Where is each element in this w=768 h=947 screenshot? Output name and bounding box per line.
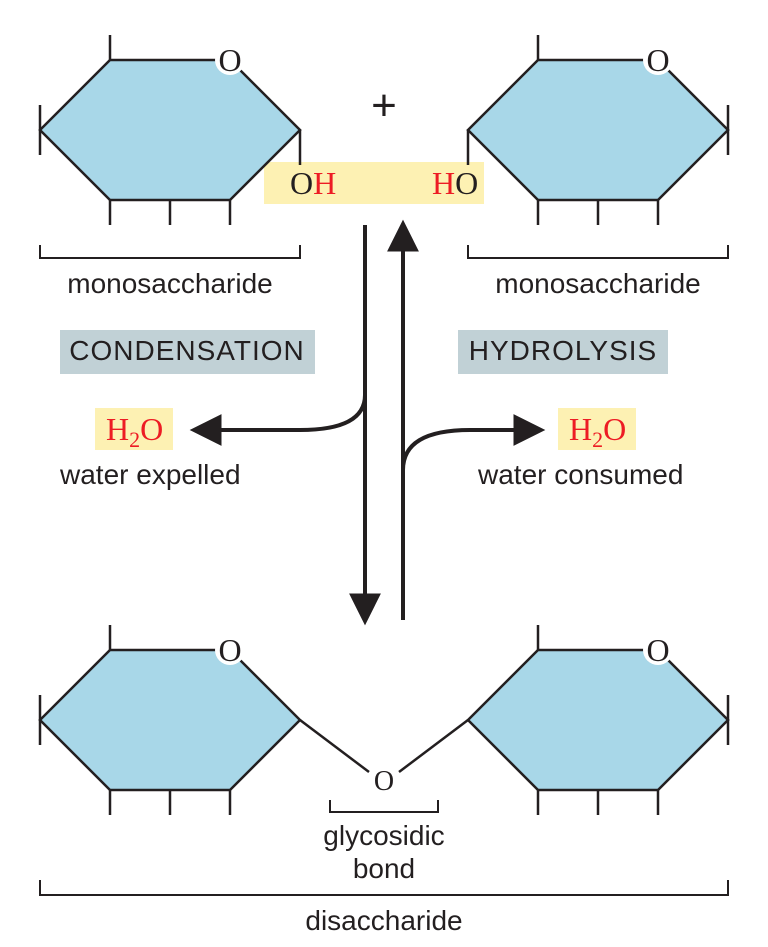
condensation-label: CONDENSATION xyxy=(69,335,305,366)
mono-right: O xyxy=(468,35,728,225)
glycosidic-bond: O xyxy=(300,720,468,797)
label-glyco2: bond xyxy=(353,853,415,884)
bracket-mono-right xyxy=(468,245,728,258)
disacch-left: O xyxy=(40,625,300,815)
mono-left: O xyxy=(40,35,300,225)
label-mono-left: monosaccharide xyxy=(67,268,272,299)
bracket-mono-left xyxy=(40,245,300,258)
o-atom: O xyxy=(218,632,241,668)
o-atom: O xyxy=(218,42,241,78)
water-expelled-label: water expelled xyxy=(59,459,241,490)
disacch-right: O xyxy=(468,625,728,815)
label-disaccharide: disaccharide xyxy=(305,905,462,936)
arrow-water-out xyxy=(195,395,365,430)
o-atom: O xyxy=(646,632,669,668)
o-atom: O xyxy=(646,42,669,78)
svg-text:O: O xyxy=(374,766,394,797)
water-consumed-label: water consumed xyxy=(477,459,683,490)
label-glyco1: glycosidic xyxy=(323,820,444,851)
bracket-glyco xyxy=(330,800,438,812)
hydrolysis-label: HYDROLYSIS xyxy=(469,335,657,366)
oh-left: OH xyxy=(290,165,336,201)
oh-right: HO xyxy=(432,165,478,201)
label-mono-right: monosaccharide xyxy=(495,268,700,299)
plus-sign: + xyxy=(371,81,397,130)
